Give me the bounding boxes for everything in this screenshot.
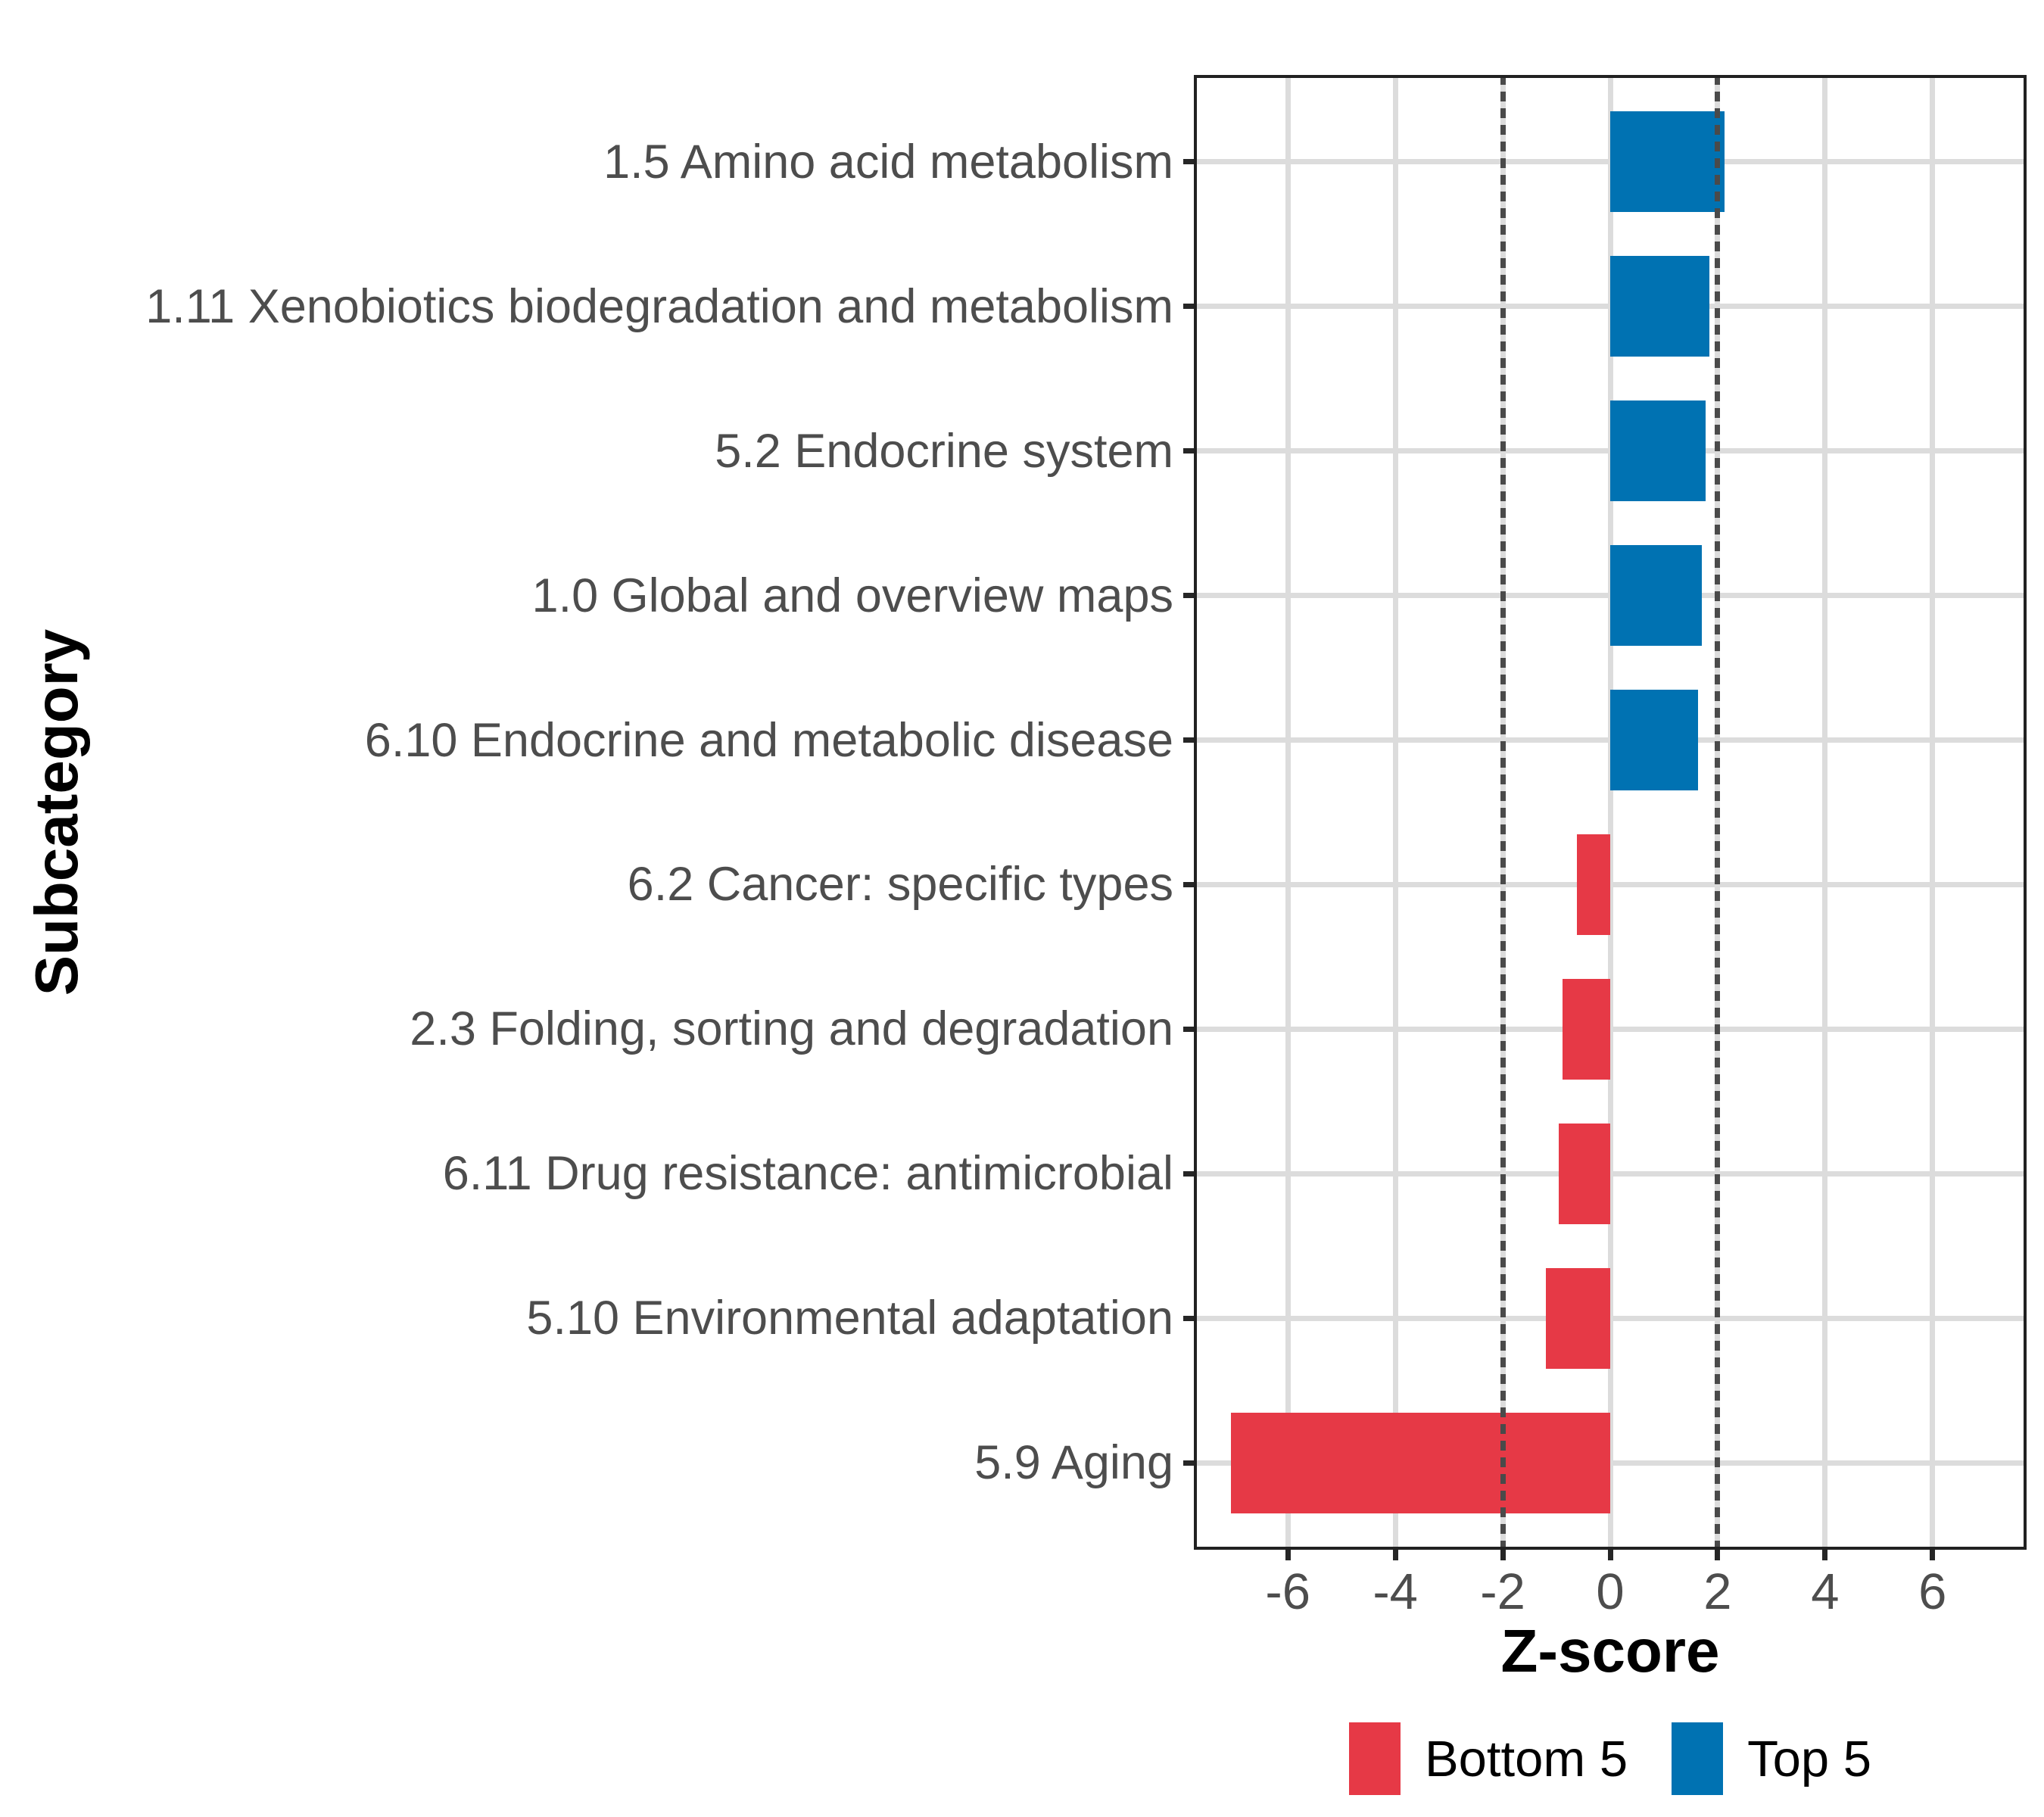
y-tick [1183,881,1194,887]
legend-label-top5: Top 5 [1747,1730,1872,1787]
y-tick [1183,1026,1194,1032]
category-label: 1.5 Amino acid metabolism [603,135,1173,189]
y-gridline [1194,881,2027,887]
category-label: 6.11 Drug resistance: antimicrobial [442,1147,1173,1201]
bar [1558,1123,1610,1225]
category-label: 5.9 Aging [974,1436,1173,1490]
bar [1545,1267,1610,1370]
bar [1230,1412,1610,1514]
y-gridline [1194,1460,2027,1466]
category-label: 1.0 Global and overview maps [531,569,1173,622]
legend-label-bottom5: Bottom 5 [1424,1730,1628,1787]
y-tick [1183,737,1194,743]
y-axis-title: Subcategory [23,628,90,996]
y-tick [1183,304,1194,310]
reference-lines-layer [1194,75,2027,1550]
bar [1610,544,1702,647]
y-tick [1183,1170,1194,1177]
x-tick-label: -6 [1265,1563,1310,1620]
bar [1562,978,1610,1080]
bar-layer [1194,75,2027,1550]
reference-line [1715,75,1721,1550]
y-tick [1183,1460,1194,1466]
y-tick [1183,593,1194,599]
y-tick [1183,1315,1194,1321]
x-gridline [1285,75,1291,1550]
x-gridline [1392,75,1398,1550]
x-tick [1930,1550,1936,1560]
category-label: 5.2 Endocrine system [715,424,1173,478]
x-tick [1392,1550,1398,1560]
category-label: 5.10 Environmental adaptation [526,1292,1173,1345]
x-tick-label: -4 [1373,1563,1418,1620]
category-label: 6.10 Endocrine and metabolic disease [364,713,1173,767]
x-tick [1822,1550,1828,1560]
bar [1610,689,1699,791]
bar [1610,111,1725,213]
x-tick-label: 4 [1811,1563,1840,1620]
x-gridline [1607,75,1613,1550]
x-tick [1500,1550,1506,1560]
x-tick-label: 2 [1703,1563,1732,1620]
y-tick [1183,448,1194,454]
bar [1610,255,1710,357]
x-axis-title: Z-score [1500,1617,1720,1685]
legend-swatch-bottom5-icon [1348,1722,1401,1795]
x-tick [1607,1550,1613,1560]
x-gridline [1930,75,1936,1550]
legend-item-top5: Top 5 [1672,1722,1871,1795]
y-tick [1183,159,1194,165]
y-gridline [1194,1315,2027,1321]
legend-swatch-top5-icon [1672,1722,1724,1795]
plot-panel [1194,75,2027,1550]
x-tick-label: 0 [1596,1563,1625,1620]
x-tick [1715,1550,1721,1560]
reference-line [1500,75,1506,1550]
legend-item-bottom5: Bottom 5 [1348,1722,1628,1795]
x-tick-label: -2 [1480,1563,1525,1620]
bar [1610,400,1706,502]
y-gridline [1194,1026,2027,1032]
category-label: 1.11 Xenobiotics biodegradation and meta… [145,279,1173,333]
legend: Bottom 5 Top 5 [1194,1717,2027,1800]
y-gridline [1194,1170,2027,1177]
x-tick-label: 6 [1918,1563,1947,1620]
x-gridline [1822,75,1828,1550]
category-label: 2.3 Folding, sorting and degradation [410,1002,1173,1056]
x-tick [1285,1550,1291,1560]
bar [1577,834,1610,936]
category-label: 6.2 Cancer: specific types [627,858,1173,912]
